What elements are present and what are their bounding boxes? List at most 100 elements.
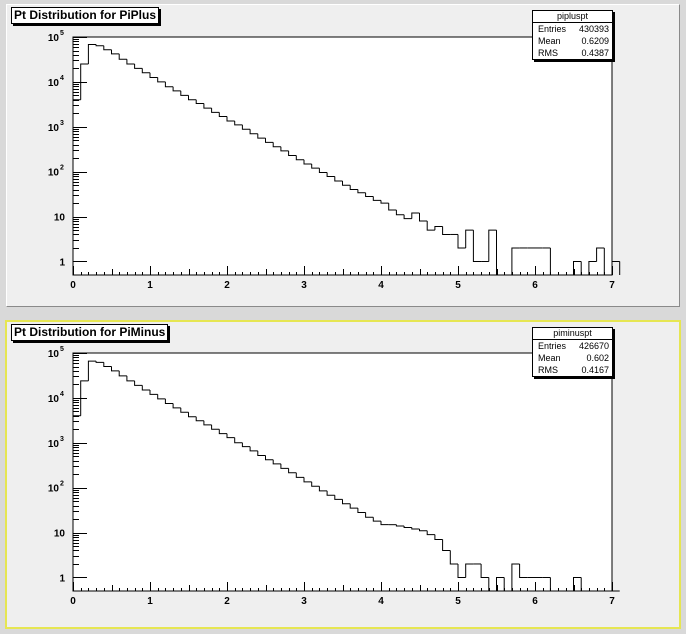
- histogram-bin: [203, 420, 212, 426]
- x-tick-label: 2: [224, 280, 230, 291]
- histogram-bin: [588, 260, 597, 275]
- stats-value: 430393: [578, 24, 609, 34]
- histogram-bin: [603, 247, 612, 276]
- histogram-bin: [426, 530, 435, 536]
- histogram-bin: [265, 138, 274, 143]
- histogram-bins: [72, 360, 620, 592]
- histogram-bin: [249, 129, 258, 135]
- histogram-bin: [87, 44, 97, 65]
- y-tick-label: 10: [48, 123, 60, 134]
- histogram-bin: [226, 116, 235, 122]
- histogram-bin: [118, 370, 127, 377]
- histogram-bin: [303, 477, 312, 483]
- histogram-bins: [72, 44, 621, 276]
- histogram-bin: [288, 468, 297, 474]
- x-tick-label: 6: [532, 596, 538, 607]
- histogram-bin: [365, 512, 374, 518]
- histogram-bin: [519, 563, 528, 578]
- y-tick-label: 10: [48, 394, 60, 405]
- histogram-bin: [411, 527, 420, 530]
- y-tick-label: 10: [48, 439, 60, 450]
- histogram-bin: [372, 517, 381, 522]
- stats-value: 0.4387: [581, 48, 609, 58]
- plot-pad-piminus[interactable]: 0 1 2 3 4 5 6 7 1 10 10 2 10 3 10 4 10 5 Pt Distribution …: [5, 320, 681, 629]
- histogram-bin: [457, 563, 466, 578]
- histogram-bin: [411, 212, 420, 219]
- histogram-bin: [342, 499, 351, 505]
- y-tick-label: 1: [59, 257, 65, 268]
- x-tick-label: 4: [378, 280, 384, 291]
- histogram-bin: [149, 389, 158, 395]
- stats-name: pipluspt: [533, 11, 612, 23]
- stats-row-mean: Mean 0.602: [533, 352, 612, 364]
- histogram-bin: [134, 380, 143, 386]
- y-tick-label: 10: [54, 529, 66, 540]
- histogram-bin: [434, 534, 443, 541]
- histogram-bin: [126, 375, 135, 382]
- x-tick-label: 1: [147, 280, 153, 291]
- histogram-bin: [87, 360, 97, 381]
- histogram-bin: [442, 539, 451, 551]
- histogram-bin: [111, 366, 120, 372]
- histogram-bin: [234, 437, 243, 444]
- histogram-bin: [549, 577, 559, 592]
- histogram-bin: [257, 133, 266, 139]
- histogram-bin: [172, 403, 181, 409]
- x-tick-label: 5: [455, 280, 461, 291]
- stats-label: Mean: [538, 36, 561, 46]
- stats-row-rms: RMS 0.4387: [533, 47, 612, 59]
- histogram-bin: [580, 261, 589, 276]
- histogram-bin: [188, 95, 197, 101]
- stats-value: 0.6209: [581, 36, 609, 46]
- histogram-bin: [365, 192, 374, 198]
- histogram-bin: [472, 230, 482, 262]
- histogram-bin: [380, 200, 389, 204]
- histogram-bin: [280, 146, 289, 152]
- stats-box: pipluspt Entries 430393 Mean 0.6209 RMS …: [532, 10, 613, 60]
- histogram-bin: [265, 455, 274, 461]
- histogram-bin: [573, 576, 582, 591]
- stats-name: piminuspt: [533, 328, 612, 340]
- histogram-bin: [388, 203, 397, 211]
- y-tick-exponent: 2: [60, 481, 64, 488]
- histogram-bin: [403, 526, 412, 528]
- histogram-bin: [357, 508, 366, 514]
- plot-frame: [72, 352, 613, 592]
- stats-value: 0.602: [586, 353, 609, 363]
- histogram-bin: [195, 416, 204, 422]
- plot-frame: [72, 36, 613, 276]
- stats-row-entries: Entries 430393: [533, 23, 612, 35]
- y-tick-exponent: 3: [60, 436, 64, 443]
- x-tick-label: 3: [301, 280, 307, 291]
- histogram-bin: [419, 529, 428, 532]
- histogram-bin: [218, 112, 227, 117]
- y-tick-exponent: 2: [60, 165, 64, 172]
- histogram-bin: [496, 230, 505, 276]
- histogram-bin: [419, 213, 428, 222]
- x-tick-label: 7: [609, 280, 615, 291]
- x-tick-label: 7: [609, 596, 615, 607]
- histogram-bin: [318, 168, 328, 173]
- x-axis: 0 1 2 3 4 5 6 7: [70, 582, 615, 607]
- histogram-bin: [372, 196, 381, 201]
- stats-value: 426670: [578, 341, 609, 351]
- chart-title: Pt Distribution for PiPlus: [11, 7, 160, 24]
- histogram-bin: [342, 181, 351, 186]
- histogram-bin: [326, 172, 335, 178]
- stats-box: piminuspt Entries 426670 Mean 0.602 RMS …: [532, 327, 613, 377]
- x-tick-label: 4: [378, 596, 384, 607]
- histogram-bin: [218, 429, 227, 435]
- stats-row-rms: RMS 0.4167: [533, 364, 612, 376]
- histogram-bin: [465, 563, 474, 578]
- y-tick-label: 10: [48, 78, 60, 89]
- histogram-bin: [72, 415, 81, 591]
- y-tick-label: 10: [48, 33, 60, 44]
- histogram-bin: [349, 185, 358, 191]
- histogram-bin: [318, 486, 328, 492]
- histogram-bin: [95, 361, 104, 363]
- histogram-bin: [80, 63, 89, 100]
- histogram-bin: [303, 159, 312, 165]
